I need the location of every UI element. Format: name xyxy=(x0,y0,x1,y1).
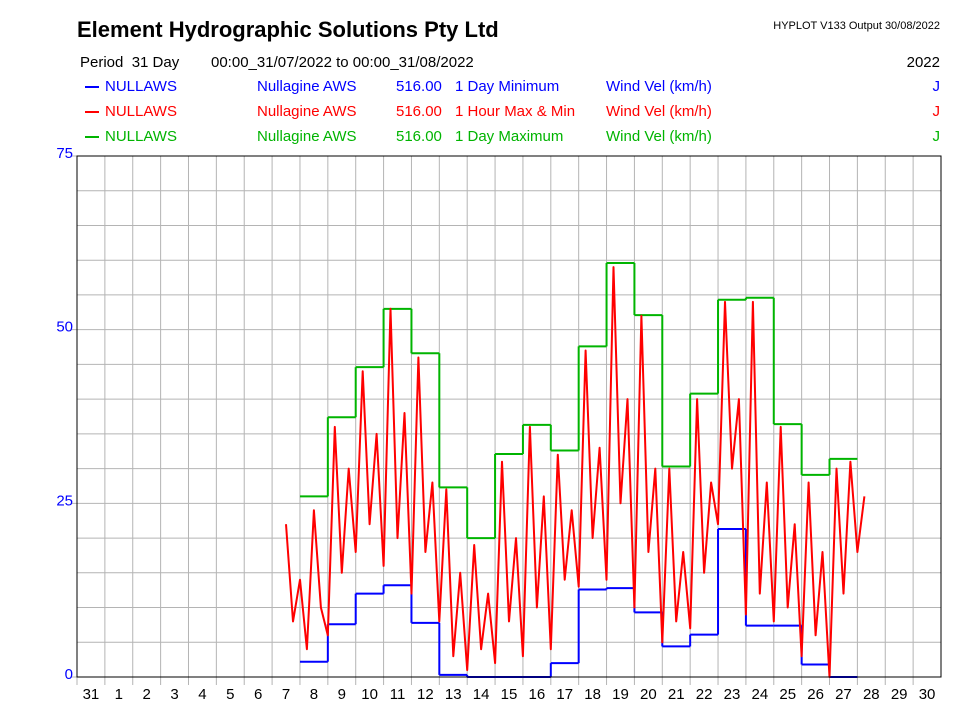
x-tick-label: 25 xyxy=(779,686,796,703)
legend-name: 1 Day Minimum xyxy=(455,78,559,95)
legend-variable: 516.00 xyxy=(396,78,442,95)
x-tick-label: 2 xyxy=(143,686,151,703)
y-tick-label: 75 xyxy=(56,145,73,162)
x-tick-label: 21 xyxy=(668,686,685,703)
year: 2022 xyxy=(907,54,940,71)
x-tick-label: 30 xyxy=(919,686,936,703)
x-tick-label: 1 xyxy=(115,686,123,703)
y-tick-label: 0 xyxy=(65,666,73,683)
x-tick-label: 20 xyxy=(640,686,657,703)
x-tick-label: 10 xyxy=(361,686,378,703)
chart-title: Element Hydrographic Solutions Pty Ltd xyxy=(77,17,499,42)
x-tick-label: 5 xyxy=(226,686,234,703)
period: 00:00_31/07/2022 to 00:00_31/08/2022 xyxy=(211,54,474,71)
legend-quality: J xyxy=(933,78,941,95)
x-tick-label: 14 xyxy=(473,686,490,703)
x-tick-label: 13 xyxy=(445,686,462,703)
legend-code: NULLAWS xyxy=(105,78,177,95)
legend-variable: 516.00 xyxy=(396,128,442,145)
x-tick-label: 27 xyxy=(835,686,852,703)
x-tick-label: 8 xyxy=(310,686,318,703)
x-tick-label: 17 xyxy=(556,686,573,703)
x-tick-label: 23 xyxy=(724,686,741,703)
program-info: HYPLOT V133 Output 30/08/2022 xyxy=(773,20,940,32)
x-tick-label: 6 xyxy=(254,686,262,703)
x-tick-label: 9 xyxy=(338,686,346,703)
x-tick-label: 15 xyxy=(501,686,518,703)
x-tick-label: 3 xyxy=(170,686,178,703)
legend-code: NULLAWS xyxy=(105,128,177,145)
x-tick-label: 7 xyxy=(282,686,290,703)
legend-site: Nullagine AWS xyxy=(257,78,357,95)
x-tick-label: 22 xyxy=(696,686,713,703)
legend-variable: 516.00 xyxy=(396,103,442,120)
x-tick-label: 4 xyxy=(198,686,206,703)
x-tick-label: 24 xyxy=(751,686,768,703)
legend-name: 1 Day Maximum xyxy=(455,128,563,145)
x-tick-label: 31 xyxy=(83,686,100,703)
x-tick-label: 19 xyxy=(612,686,629,703)
period-label: Period 31 Day xyxy=(80,54,180,71)
legend-unit: Wind Vel (km/h) xyxy=(606,78,712,95)
y-tick-label: 50 xyxy=(56,319,73,336)
legend-name: 1 Hour Max & Min xyxy=(455,103,575,120)
x-tick-label: 18 xyxy=(584,686,601,703)
legend-site: Nullagine AWS xyxy=(257,103,357,120)
y-tick-label: 25 xyxy=(56,492,73,509)
legend-unit: Wind Vel (km/h) xyxy=(606,128,712,145)
x-tick-label: 26 xyxy=(807,686,824,703)
series-line xyxy=(285,266,866,678)
legend-quality: J xyxy=(933,103,941,120)
x-tick-label: 11 xyxy=(390,686,406,703)
legend-unit: Wind Vel (km/h) xyxy=(606,103,712,120)
legend-site: Nullagine AWS xyxy=(257,128,357,145)
x-tick-label: 28 xyxy=(863,686,880,703)
x-tick-label: 29 xyxy=(891,686,908,703)
x-tick-label: 12 xyxy=(417,686,434,703)
x-tick-label: 16 xyxy=(529,686,546,703)
legend-quality: J xyxy=(933,128,941,145)
plot-frame xyxy=(76,155,942,678)
legend-code: NULLAWS xyxy=(105,103,177,120)
